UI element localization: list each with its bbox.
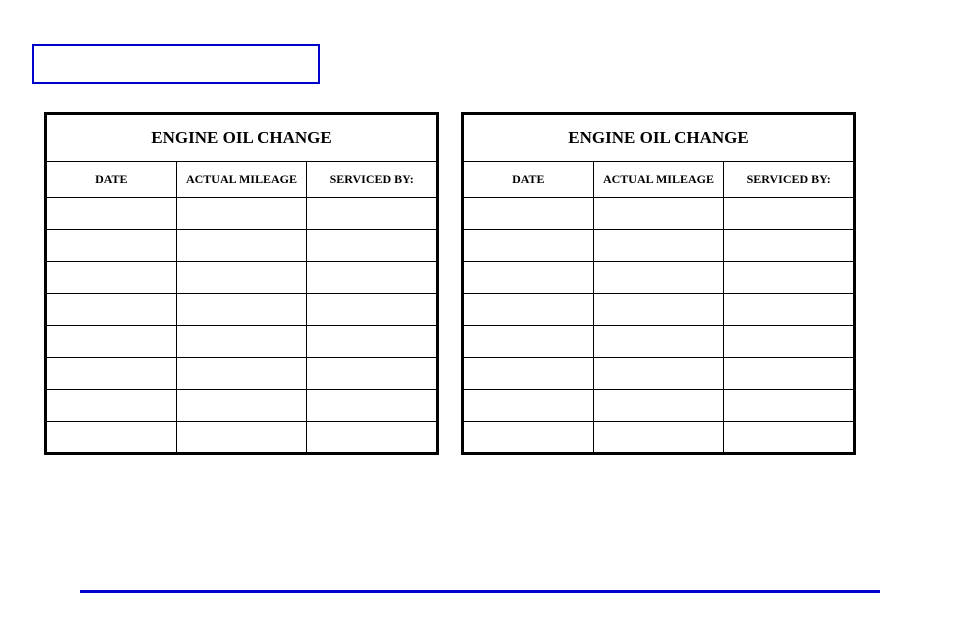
cell-mileage[interactable] [593, 262, 724, 294]
table-row [46, 390, 438, 422]
cell-serviced[interactable] [307, 230, 438, 262]
cell-mileage[interactable] [176, 422, 307, 454]
table-row [46, 358, 438, 390]
cell-date[interactable] [463, 326, 594, 358]
cell-date[interactable] [463, 262, 594, 294]
cell-date[interactable] [463, 230, 594, 262]
service-table-left: ENGINE OIL CHANGE DATE ACTUAL MILEAGE SE… [44, 112, 439, 455]
cell-mileage[interactable] [593, 358, 724, 390]
cell-serviced[interactable] [724, 358, 855, 390]
col-header-mileage: ACTUAL MILEAGE [176, 162, 307, 198]
blue-outline-box [32, 44, 320, 84]
table-row [463, 390, 855, 422]
cell-serviced[interactable] [307, 326, 438, 358]
cell-serviced[interactable] [724, 422, 855, 454]
cell-serviced[interactable] [307, 358, 438, 390]
cell-mileage[interactable] [593, 422, 724, 454]
col-header-serviced: SERVICED BY: [724, 162, 855, 198]
cell-mileage[interactable] [593, 326, 724, 358]
cell-serviced[interactable] [307, 422, 438, 454]
table-title: ENGINE OIL CHANGE [46, 114, 438, 162]
cell-date[interactable] [463, 422, 594, 454]
cell-date[interactable] [46, 230, 177, 262]
cell-date[interactable] [46, 390, 177, 422]
cell-mileage[interactable] [593, 390, 724, 422]
table-row [463, 262, 855, 294]
cell-serviced[interactable] [724, 230, 855, 262]
cell-serviced[interactable] [724, 198, 855, 230]
cell-serviced[interactable] [307, 198, 438, 230]
table-row [46, 326, 438, 358]
table-title: ENGINE OIL CHANGE [463, 114, 855, 162]
cell-serviced[interactable] [307, 294, 438, 326]
cell-mileage[interactable] [593, 294, 724, 326]
cell-date[interactable] [463, 390, 594, 422]
cell-mileage[interactable] [593, 198, 724, 230]
cell-serviced[interactable] [724, 294, 855, 326]
table-row [463, 198, 855, 230]
cell-mileage[interactable] [176, 230, 307, 262]
cell-date[interactable] [46, 294, 177, 326]
service-table-right: ENGINE OIL CHANGE DATE ACTUAL MILEAGE SE… [461, 112, 856, 455]
cell-serviced[interactable] [724, 390, 855, 422]
table-row [463, 358, 855, 390]
cell-date[interactable] [463, 294, 594, 326]
table-row [46, 198, 438, 230]
table-row [463, 294, 855, 326]
cell-mileage[interactable] [593, 230, 724, 262]
cell-date[interactable] [463, 198, 594, 230]
col-header-serviced: SERVICED BY: [307, 162, 438, 198]
cell-date[interactable] [463, 358, 594, 390]
col-header-date: DATE [46, 162, 177, 198]
cell-date[interactable] [46, 262, 177, 294]
cell-serviced[interactable] [307, 390, 438, 422]
cell-mileage[interactable] [176, 326, 307, 358]
col-header-mileage: ACTUAL MILEAGE [593, 162, 724, 198]
col-header-date: DATE [463, 162, 594, 198]
table-row [46, 262, 438, 294]
cell-serviced[interactable] [724, 326, 855, 358]
tables-container: ENGINE OIL CHANGE DATE ACTUAL MILEAGE SE… [44, 112, 856, 455]
bottom-divider [80, 590, 880, 593]
cell-date[interactable] [46, 198, 177, 230]
table-row [46, 294, 438, 326]
cell-serviced[interactable] [724, 262, 855, 294]
cell-date[interactable] [46, 326, 177, 358]
table-row [46, 422, 438, 454]
table-row [463, 422, 855, 454]
table-row [463, 326, 855, 358]
cell-mileage[interactable] [176, 390, 307, 422]
table-row [463, 230, 855, 262]
cell-date[interactable] [46, 358, 177, 390]
cell-mileage[interactable] [176, 294, 307, 326]
cell-date[interactable] [46, 422, 177, 454]
cell-mileage[interactable] [176, 358, 307, 390]
table-row [46, 230, 438, 262]
cell-serviced[interactable] [307, 262, 438, 294]
cell-mileage[interactable] [176, 262, 307, 294]
cell-mileage[interactable] [176, 198, 307, 230]
